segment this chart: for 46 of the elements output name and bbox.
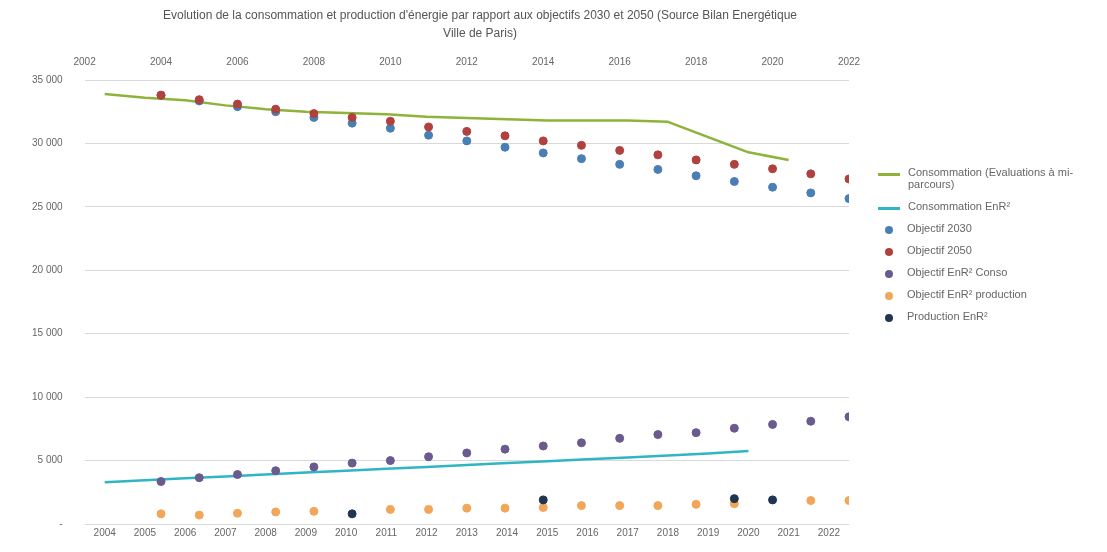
legend-label: Objectif 2050 bbox=[907, 244, 972, 256]
x-tick-label: 2022 bbox=[817, 526, 841, 538]
x2-tick-label: 2008 bbox=[302, 55, 326, 67]
x2-tick-label: 2002 bbox=[73, 55, 97, 67]
x-tick-label: 2017 bbox=[616, 526, 640, 538]
y-tick-label: 35 000 bbox=[31, 73, 64, 85]
y-tick-label: 10 000 bbox=[31, 390, 64, 402]
legend-label: Consommation EnR² bbox=[908, 200, 1011, 212]
x-tick-label: 2014 bbox=[495, 526, 519, 538]
x-tick-label: 2008 bbox=[254, 526, 278, 538]
legend-label: Objectif EnR² production bbox=[907, 288, 1027, 300]
x2-tick-label: 2006 bbox=[226, 55, 250, 67]
x-tick-label: 2012 bbox=[415, 526, 439, 538]
x2-tick-label: 2010 bbox=[379, 55, 402, 67]
x2-tick-label: 2022 bbox=[837, 55, 861, 67]
x2-tick-label: 2014 bbox=[532, 55, 555, 67]
x-tick-label: 2015 bbox=[536, 526, 559, 538]
y-tick-label: 25 000 bbox=[31, 200, 64, 212]
x-tick-label: 2005 bbox=[133, 526, 157, 538]
x2-tick-label: 2020 bbox=[761, 55, 785, 67]
y-tick-label: 5 000 bbox=[37, 454, 64, 466]
x-tick-label: 2009 bbox=[294, 526, 318, 538]
x-tick-label: 2004 bbox=[93, 526, 117, 538]
x-tick-label: 2006 bbox=[174, 526, 197, 538]
x-tick-label: 2011 bbox=[375, 526, 398, 538]
y-tick-label: 30 000 bbox=[31, 137, 64, 149]
x2-tick-label: 2004 bbox=[149, 55, 173, 67]
x-tick-label: 2010 bbox=[334, 526, 358, 538]
x-tick-label: 2021 bbox=[777, 526, 801, 538]
x2-tick-label: 2018 bbox=[684, 55, 708, 67]
x-tick-label: 2018 bbox=[656, 526, 680, 538]
chart-title: Evolution de la consommation et production d'énergie par rapport aux objectifs 2030 et 2050 (Source Bilan Energétique Ville de Paris) bbox=[162, 7, 798, 42]
y-tick-label: 20 000 bbox=[31, 264, 64, 276]
legend-label: Objectif 2030 bbox=[907, 222, 972, 234]
x-tick-label: 2020 bbox=[737, 526, 760, 538]
legend-label: Production EnR² bbox=[907, 310, 988, 322]
x-tick-label: 2016 bbox=[576, 526, 600, 538]
x-tick-label: 2007 bbox=[214, 526, 237, 538]
x-tick-label: 2013 bbox=[455, 526, 479, 538]
x2-tick-label: 2012 bbox=[455, 55, 479, 67]
y-tick-label: - bbox=[59, 517, 63, 529]
y-tick-label: 15 000 bbox=[31, 327, 64, 339]
x-tick-label: 2019 bbox=[697, 526, 720, 538]
legend-label: Objectif EnR² Conso bbox=[907, 266, 1008, 278]
legend-label: Consommation (Evaluations à mi-parcours) bbox=[908, 166, 1075, 190]
x2-tick-label: 2016 bbox=[608, 55, 632, 67]
